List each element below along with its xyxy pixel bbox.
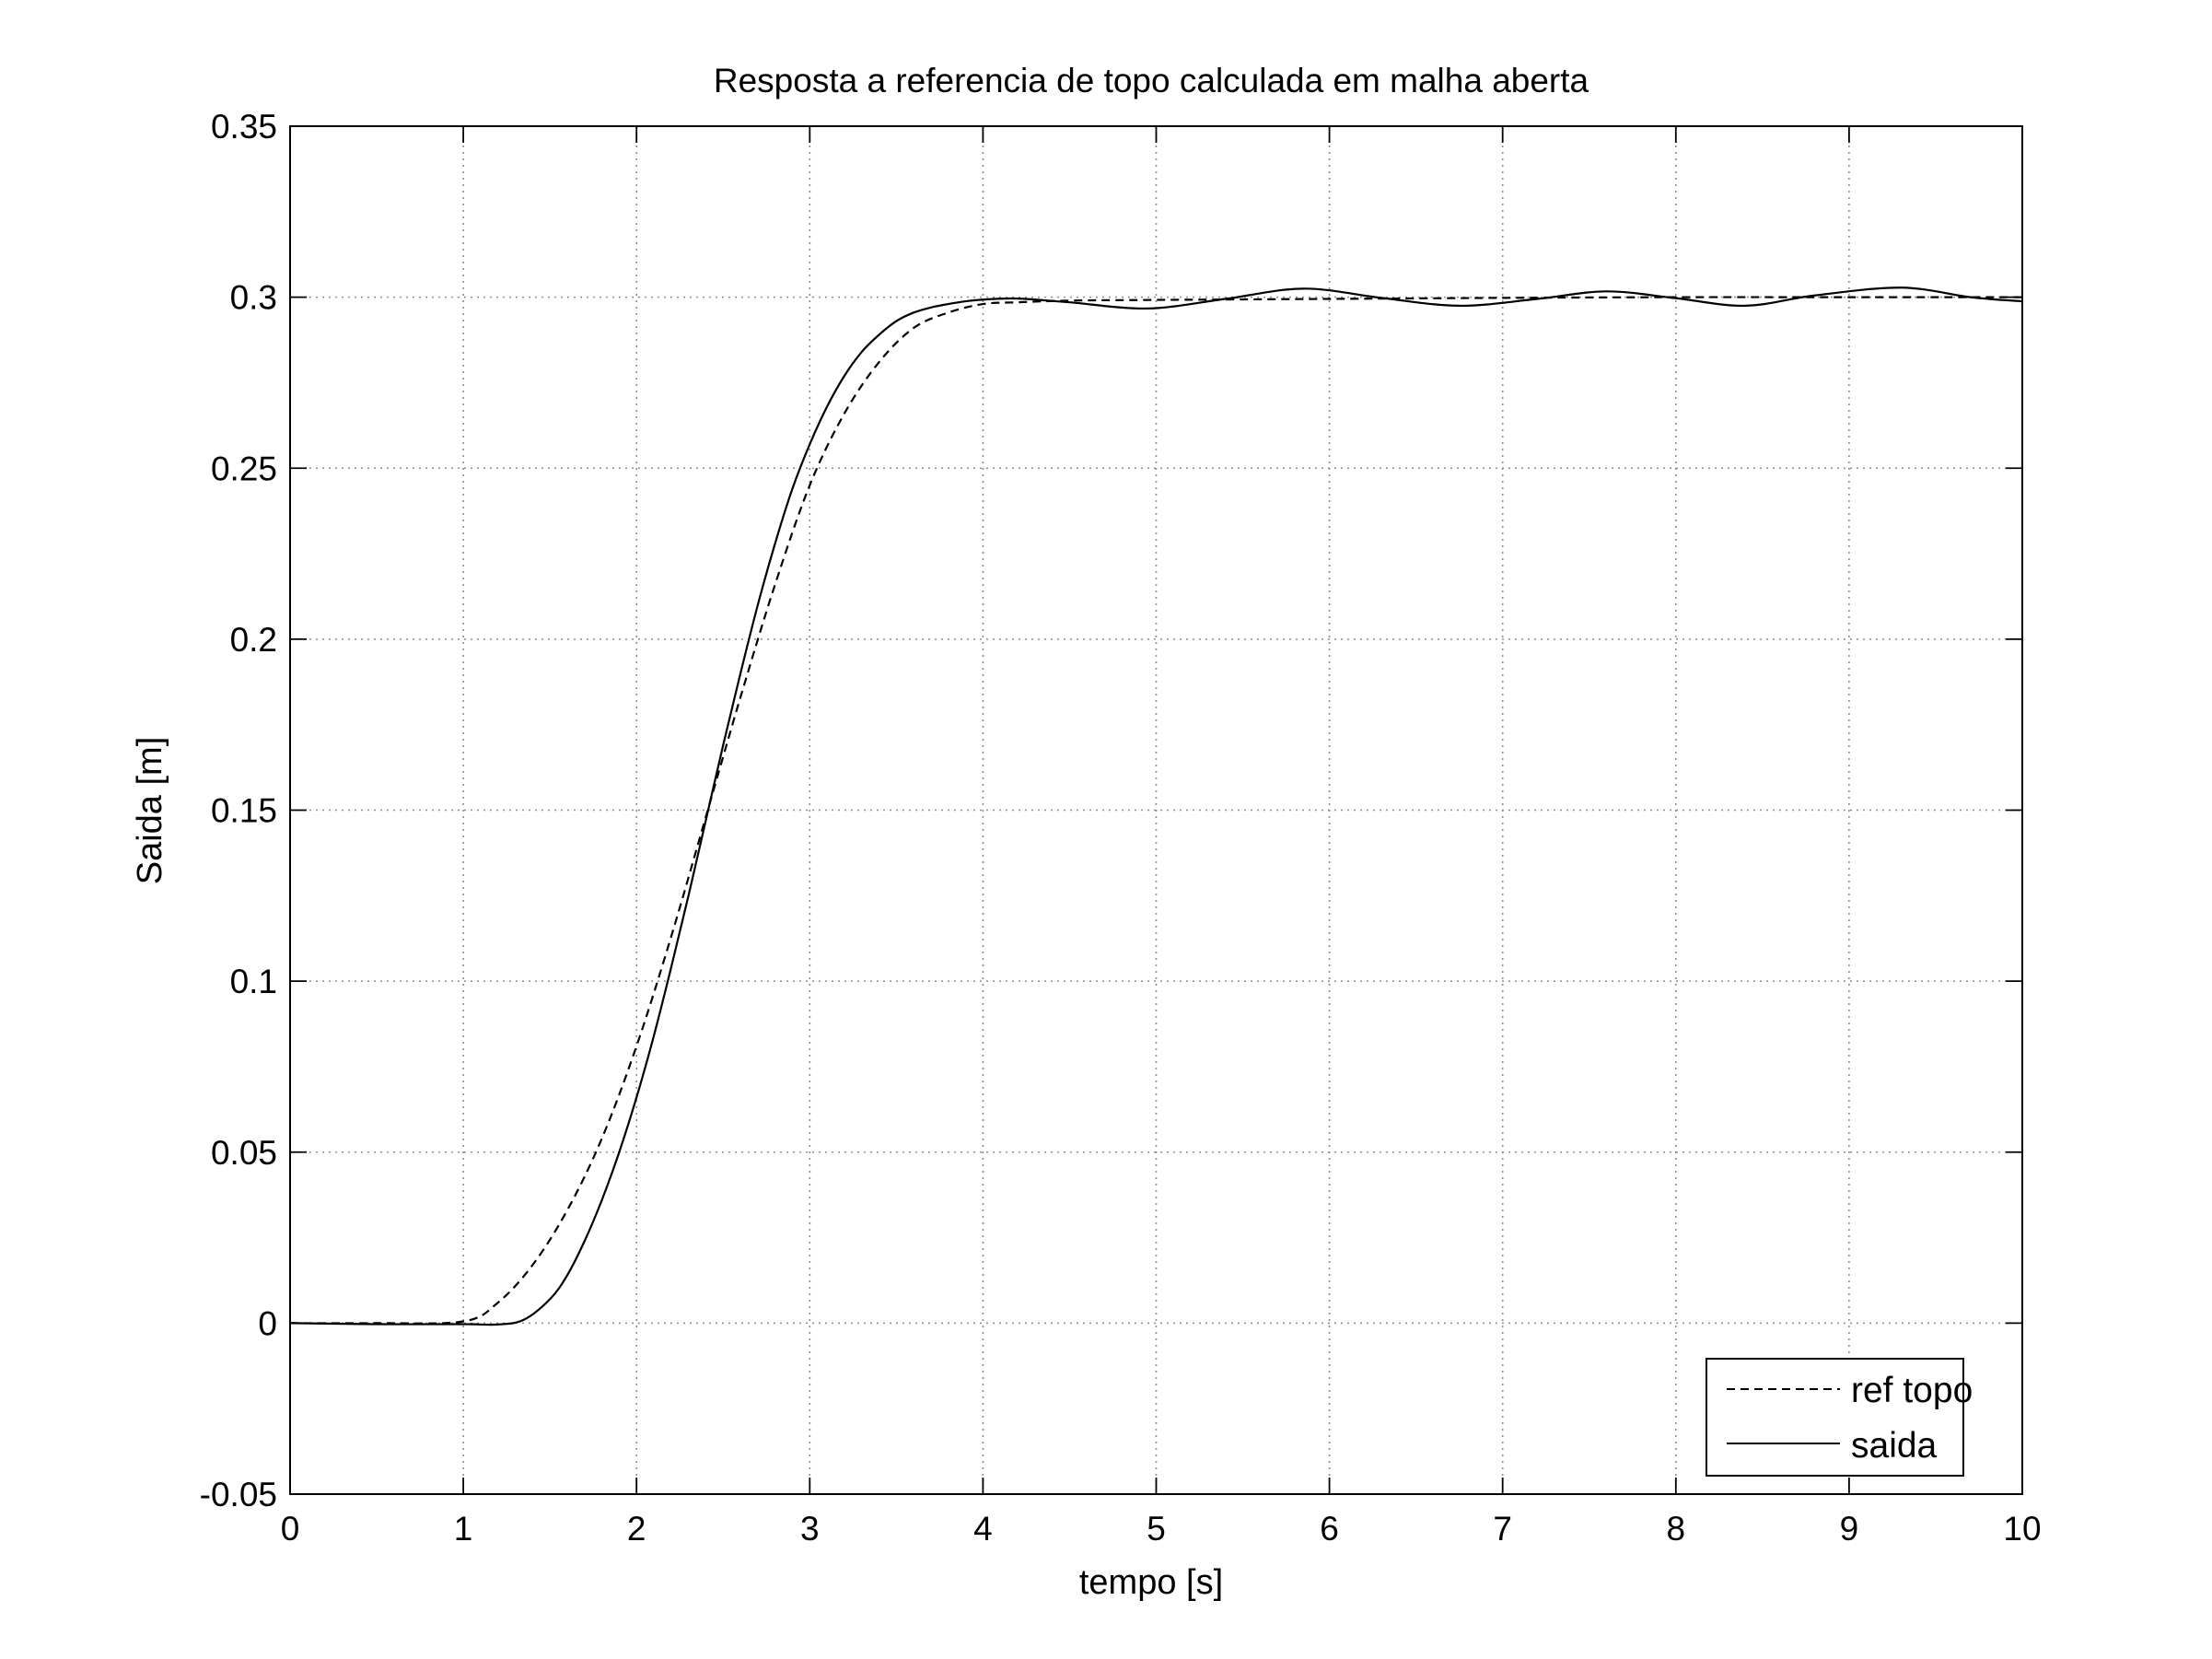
x-tick-label: 1 <box>454 1510 473 1548</box>
y-tick-label: 0.3 <box>230 279 277 317</box>
axes-frame <box>289 125 2023 1495</box>
x-tick-labels: 0 1 2 3 4 5 6 7 8 9 10 <box>281 1510 2042 1548</box>
series-line-saida <box>289 286 2023 1326</box>
series-line-ref-topo <box>289 296 2022 1325</box>
x-axis-label: tempo [s] <box>1079 1563 1223 1602</box>
grid <box>290 126 2022 1494</box>
tick-marks <box>289 125 2023 1495</box>
x-tick-label: 6 <box>1320 1510 1339 1548</box>
x-tick-label: 3 <box>800 1510 820 1548</box>
y-tick-label: 0 <box>258 1304 277 1342</box>
legend: ref topo saida <box>1706 1358 1973 1477</box>
legend-box <box>1706 1358 1964 1477</box>
legend-label-saida: saida <box>1851 1426 1938 1466</box>
y-tick-label: 0.15 <box>211 792 277 830</box>
y-tick-label: 0.2 <box>230 621 277 659</box>
y-axis-label: Saida [m] <box>131 737 169 885</box>
series-lines <box>289 286 2023 1326</box>
x-tick-label: 5 <box>1147 1510 1166 1548</box>
legend-label-ref-topo: ref topo <box>1851 1371 1973 1410</box>
y-tick-label: 0.05 <box>211 1134 277 1172</box>
x-tick-label: 2 <box>627 1510 646 1548</box>
chart-title: Resposta a referencia de topo calculada … <box>714 62 1589 99</box>
y-tick-label: 0.35 <box>211 108 277 146</box>
x-tick-label: 4 <box>973 1510 993 1548</box>
y-tick-label: 0.1 <box>230 963 277 1000</box>
y-tick-labels: -0.05 0 0.05 0.1 0.15 0.2 0.25 0.3 0.35 <box>200 108 277 1513</box>
x-tick-label: 8 <box>1667 1510 1686 1548</box>
x-tick-label: 10 <box>2003 1510 2041 1548</box>
y-tick-label: -0.05 <box>200 1476 277 1513</box>
x-tick-label: 9 <box>1840 1510 1859 1548</box>
x-tick-label: 7 <box>1493 1510 1512 1548</box>
x-tick-label: 0 <box>281 1510 300 1548</box>
y-tick-label: 0.25 <box>211 450 277 487</box>
